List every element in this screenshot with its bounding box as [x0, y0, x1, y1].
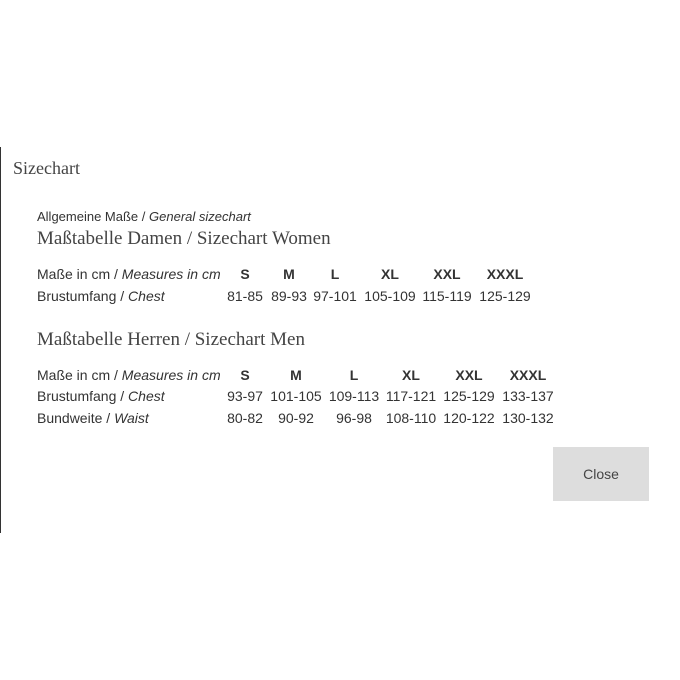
row-label-en: Measures in cm: [121, 367, 221, 383]
table-cell: 80-82: [227, 410, 263, 426]
table-cell: 109-113: [328, 388, 380, 404]
size-header-s: S: [240, 367, 250, 383]
men-heading: Maßtabelle Herren / Sizechart Men: [37, 329, 305, 350]
row-label: Brustumfang / Chest: [37, 388, 165, 404]
row-label-en: Chest: [128, 388, 165, 404]
size-header-xl: XL: [381, 266, 399, 282]
table-cell: 105-109: [364, 288, 416, 304]
close-button[interactable]: Close: [553, 447, 649, 501]
subtitle-de: Allgemeine Maße /: [37, 209, 146, 224]
size-header-m: M: [290, 367, 302, 383]
row-label: Maße in cm / Measures in cm: [37, 266, 221, 282]
size-header-s: S: [240, 266, 250, 282]
size-header-l: L: [349, 367, 359, 383]
table-cell: 108-110: [385, 410, 437, 426]
size-header-xxl: XXL: [433, 266, 461, 282]
table-cell: 130-132: [502, 410, 554, 426]
table-cell: 133-137: [502, 388, 554, 404]
dialog-left-border: [0, 147, 1, 533]
row-label-en: Measures in cm: [121, 266, 221, 282]
table-cell: 90-92: [278, 410, 314, 426]
table-cell: 117-121: [385, 388, 437, 404]
table-cell: 101-105: [270, 388, 322, 404]
row-label-en: Chest: [128, 288, 165, 304]
row-label: Maße in cm / Measures in cm: [37, 367, 221, 383]
size-header-l: L: [330, 266, 340, 282]
row-label-de: Maße in cm /: [37, 367, 118, 383]
row-label-de: Bundweite /: [37, 410, 111, 426]
table-cell: 115-119: [422, 288, 472, 304]
row-label-en: Waist: [114, 410, 149, 426]
women-heading: Maßtabelle Damen / Sizechart Women: [37, 228, 331, 249]
size-header-xxxl: XXXL: [509, 367, 547, 383]
table-cell: 89-93: [271, 288, 307, 304]
row-label-de: Brustumfang /: [37, 388, 125, 404]
general-sizechart-label: Allgemeine Maße / General sizechart: [37, 209, 251, 224]
dialog-title: Sizechart: [13, 158, 80, 178]
row-label-de: Maße in cm /: [37, 266, 118, 282]
table-cell: 81-85: [227, 288, 263, 304]
table-cell: 125-129: [479, 288, 531, 304]
size-header-xxxl: XXXL: [486, 266, 524, 282]
table-cell: 120-122: [443, 410, 495, 426]
table-cell: 125-129: [443, 388, 495, 404]
row-label: Bundweite / Waist: [37, 410, 149, 426]
table-cell: 93-97: [227, 388, 263, 404]
subtitle-en: General sizechart: [149, 209, 251, 224]
size-header-xl: XL: [402, 367, 420, 383]
table-cell: 96-98: [336, 410, 372, 426]
row-label: Brustumfang / Chest: [37, 288, 165, 304]
row-label-de: Brustumfang /: [37, 288, 125, 304]
table-cell: 97-101: [313, 288, 357, 304]
size-header-m: M: [283, 266, 295, 282]
size-header-xxl: XXL: [455, 367, 483, 383]
